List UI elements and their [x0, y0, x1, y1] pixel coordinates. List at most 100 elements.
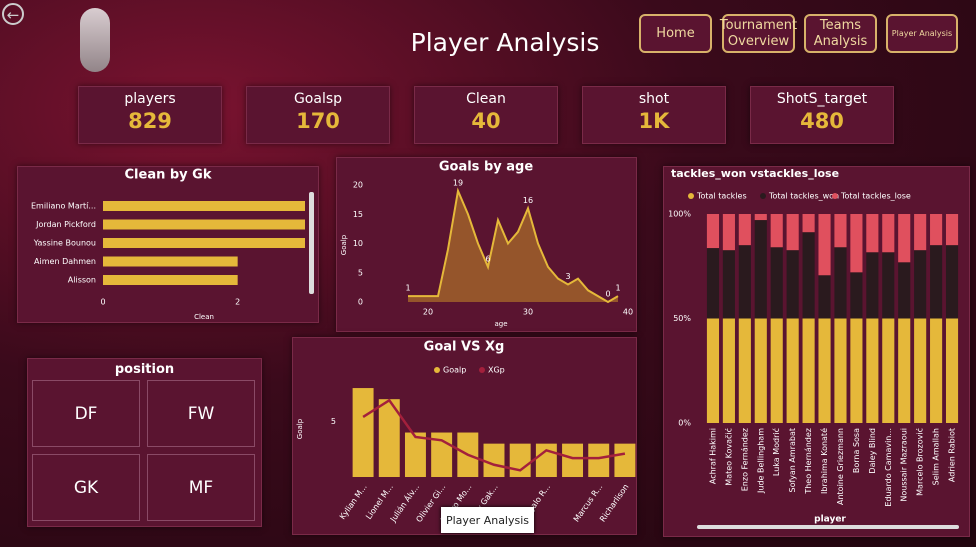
bar-segment: [770, 318, 783, 423]
bar: [352, 388, 374, 477]
x-tick-label: Antoine Griezmann: [836, 428, 845, 505]
bar-segment: [738, 318, 751, 423]
kpi-card: players 829: [78, 86, 222, 144]
data-label: 19: [453, 178, 463, 187]
slicer-option[interactable]: GK: [32, 454, 140, 521]
x-tick-label: Marcelo Brozović: [915, 428, 925, 496]
bar-segment: [802, 318, 815, 423]
y-tick-label: 5: [358, 268, 363, 277]
bar-segment: [945, 214, 959, 246]
bar-segment: [882, 318, 895, 423]
bar-segment: [866, 214, 879, 253]
bar-segment: [706, 214, 720, 249]
bar-segment: [786, 318, 799, 423]
bar-segment: [802, 232, 815, 319]
x-tick-label: Adrien Rabiot: [948, 428, 957, 482]
bar-segment: [866, 318, 879, 423]
legend-label: Total tackles_won: [768, 192, 839, 201]
x-tick-label: 30: [523, 308, 533, 317]
bar-segment: [722, 318, 735, 423]
page-title: Player Analysis: [410, 28, 600, 57]
bar-segment: [850, 214, 863, 273]
bar-segment: [930, 318, 943, 423]
y-tick-label: Aimen Dahmen: [34, 257, 96, 266]
legend-label: Total tackles_lose: [840, 192, 911, 201]
kpi-value: 829: [128, 109, 172, 133]
line: [408, 187, 619, 304]
x-axis-label: age: [494, 320, 507, 328]
x-tick-label: Eduardo Camavin...: [884, 428, 893, 507]
bar: [103, 256, 238, 267]
bar-segment: [770, 214, 783, 248]
x-tick-label: Sofyan Amrabat: [788, 428, 797, 492]
bar: [103, 275, 238, 285]
kpi-label: ShotS_target: [776, 91, 868, 107]
bar: [103, 219, 305, 230]
y-tick-label: 50%: [673, 314, 691, 323]
bar: [404, 432, 426, 477]
nav-button[interactable]: Tournament Overview: [720, 14, 797, 53]
kpi-label: Goalsp: [293, 91, 343, 107]
slicer-option[interactable]: MF: [147, 454, 255, 521]
scrollbar: [697, 525, 959, 529]
nav-button[interactable]: Player Analysis: [886, 14, 958, 53]
bar-segment: [786, 214, 799, 251]
bar-segment: [802, 214, 815, 233]
bar-segment: [914, 318, 927, 423]
bar-segment: [834, 318, 847, 423]
bar-segment: [722, 250, 735, 319]
kpi-label: shot: [638, 91, 670, 107]
x-axis-label: player: [814, 515, 846, 525]
y-tick-label: 0%: [678, 419, 691, 428]
y-tick-label: 100%: [668, 210, 691, 219]
kpi-card: Goalsp 170: [246, 86, 390, 144]
y-tick-label: Alisson: [68, 276, 96, 285]
kpi-label: Clean: [466, 91, 506, 107]
bar-segment: [930, 245, 943, 319]
x-tick-label: 2: [235, 298, 240, 307]
x-tick-label: Daley Blind: [868, 428, 877, 474]
bar-segment: [754, 214, 767, 221]
x-tick-label: Mateo Kovačić: [723, 428, 733, 486]
y-tick-label: 20: [353, 181, 363, 190]
y-tick-label: 0: [358, 298, 363, 307]
slicer-option[interactable]: DF: [32, 380, 140, 447]
nav-button[interactable]: Teams Analysis: [804, 14, 877, 53]
legend-label: Goalp: [443, 366, 466, 375]
legend-marker: [760, 193, 766, 199]
bar-segment: [914, 214, 927, 251]
kpi-label: players: [124, 91, 176, 107]
bar: [103, 238, 305, 248]
bar-segment: [898, 214, 911, 263]
legend-marker: [434, 367, 440, 373]
slicer-option[interactable]: FW: [147, 380, 255, 447]
bar-segment: [834, 214, 847, 248]
tooltip: Player Analysis: [441, 507, 534, 533]
bar: [535, 443, 557, 477]
bar: [483, 443, 505, 477]
x-tick-label: Luka Modrić: [771, 428, 781, 476]
bar-segment: [818, 275, 831, 319]
x-tick-label: 20: [423, 308, 433, 317]
bar-segment: [754, 220, 767, 319]
chart-title: Goal VS Xg: [424, 340, 505, 355]
bar-segment: [914, 250, 927, 319]
data-label: 3: [565, 272, 570, 281]
bar: [103, 201, 305, 211]
bar-segment: [722, 214, 735, 251]
legend-label: XGp: [488, 366, 505, 375]
x-tick-label: Jude Bellingham: [756, 428, 765, 494]
kpi-value: 480: [800, 109, 844, 133]
kpi-value: 1K: [638, 109, 670, 133]
bar-segment: [738, 214, 751, 246]
kpi-value: 170: [296, 109, 340, 133]
bar-segment: [882, 252, 895, 319]
back-button[interactable]: ←: [2, 3, 24, 25]
nav-button[interactable]: Home: [639, 14, 712, 53]
y-tick-label: 5: [331, 417, 336, 426]
chart-title: Clean by Gk: [125, 168, 212, 183]
bar-segment: [818, 318, 831, 423]
x-tick-label: Ibrahima Konaté: [819, 428, 829, 494]
